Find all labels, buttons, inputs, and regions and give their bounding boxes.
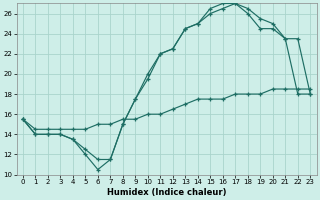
X-axis label: Humidex (Indice chaleur): Humidex (Indice chaleur) — [107, 188, 226, 197]
